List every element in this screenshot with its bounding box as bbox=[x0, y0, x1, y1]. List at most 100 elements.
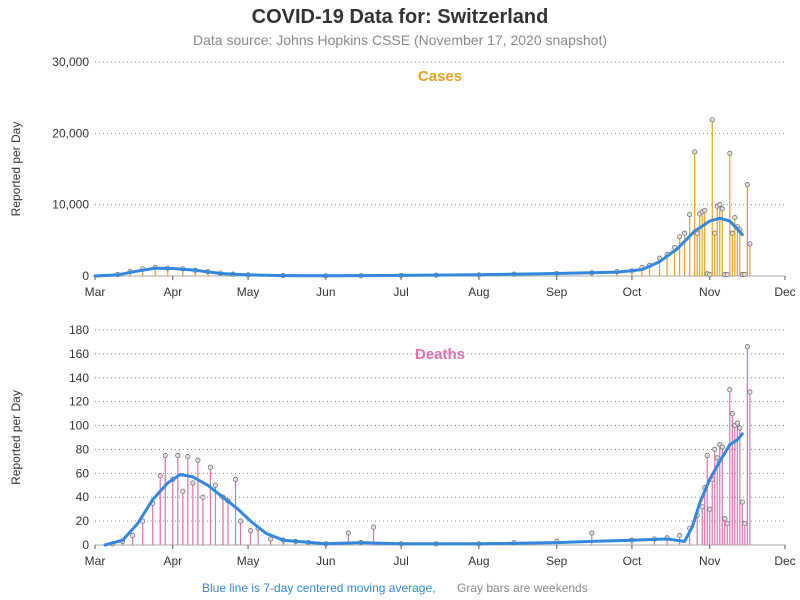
deaths-ytick-label: 40 bbox=[76, 490, 90, 504]
deaths-daily-point bbox=[130, 532, 136, 538]
deaths-daily-point bbox=[237, 518, 244, 524]
cases-daily-point bbox=[687, 212, 693, 218]
deaths-daily-point bbox=[727, 387, 733, 393]
cases-daily-point bbox=[682, 230, 688, 236]
deaths-ytick-label: 80 bbox=[76, 442, 90, 456]
deaths-daily-point bbox=[589, 530, 595, 536]
deaths-daily-point bbox=[742, 520, 748, 527]
deaths-daily-point bbox=[200, 494, 206, 500]
cases-ytick-label: 30,000 bbox=[52, 55, 89, 69]
deaths-daily-point bbox=[162, 452, 168, 458]
cases-xtick-label: Nov bbox=[699, 285, 720, 299]
deaths-ytick-label: 60 bbox=[76, 466, 90, 480]
deaths-daily-point bbox=[719, 444, 725, 450]
cases-xtick-label: Jun bbox=[316, 285, 335, 299]
deaths-daily-point bbox=[190, 480, 196, 486]
deaths-xtick-label: Jun bbox=[316, 554, 335, 568]
deaths-panel: 0 20 40 60 80 100 120 140 160 180 Mar Apr May Jun Jul A… bbox=[9, 323, 796, 568]
deaths-ylabel: Reported per Day bbox=[9, 390, 23, 485]
deaths-xtick-label: Sep bbox=[546, 554, 568, 568]
cases-xtick-label: Oct bbox=[623, 285, 642, 299]
deaths-xtick-label: Nov bbox=[699, 554, 720, 568]
cases-daily-point bbox=[727, 150, 733, 156]
cases-daily-point bbox=[742, 272, 748, 278]
cases-daily-point bbox=[712, 230, 718, 236]
footnote-average-text: Blue line is 7-day centered moving avera… bbox=[202, 581, 435, 595]
cases-xtick-label: Aug bbox=[468, 285, 489, 299]
cases-daily-point bbox=[724, 272, 730, 278]
deaths-xtick-label: Aug bbox=[468, 554, 489, 568]
deaths-daily-point bbox=[370, 524, 377, 530]
deaths-daily-point bbox=[248, 528, 254, 534]
cases-daily-point bbox=[702, 207, 708, 213]
deaths-daily-point bbox=[722, 516, 728, 522]
cases-moving-average-line bbox=[93, 216, 744, 278]
deaths-daily-point bbox=[747, 389, 753, 395]
cases-xtick-label: Dec bbox=[774, 285, 795, 299]
cases-ylabel: Reported per Day bbox=[9, 122, 23, 217]
deaths-daily-point bbox=[175, 452, 181, 458]
deaths-daily-point bbox=[734, 420, 740, 426]
footnote-weekend-text: Gray bars are weekends bbox=[457, 581, 588, 595]
deaths-daily-point bbox=[180, 488, 186, 494]
deaths-daily-point bbox=[729, 411, 735, 417]
chart-subtitle: Data source: Johns Hopkins CSSE (Novembe… bbox=[193, 32, 607, 48]
cases-xtick-label: Mar bbox=[85, 285, 106, 299]
cases-ytick-label: 20,000 bbox=[52, 126, 89, 140]
deaths-daily-point bbox=[739, 499, 745, 505]
deaths-panel-title: Deaths bbox=[415, 346, 465, 363]
deaths-daily-point bbox=[724, 520, 730, 527]
cases-daily-point bbox=[707, 272, 713, 278]
deaths-daily-point bbox=[185, 454, 191, 460]
deaths-daily-point bbox=[737, 425, 743, 431]
cases-ytick-label: 10,000 bbox=[52, 198, 89, 212]
deaths-daily-point bbox=[714, 455, 720, 461]
deaths-daily-point bbox=[157, 473, 163, 479]
deaths-xtick-label: Oct bbox=[623, 554, 642, 568]
cases-xtick-label: Jul bbox=[393, 285, 408, 299]
deaths-xtick-label: Apr bbox=[163, 554, 182, 568]
deaths-ytick-label: 180 bbox=[69, 323, 89, 337]
cases-daily-point bbox=[709, 117, 715, 123]
deaths-daily-point bbox=[699, 504, 705, 510]
cases-xtick-label: May bbox=[237, 285, 260, 299]
deaths-daily-point bbox=[268, 536, 274, 542]
deaths-ytick-label: 140 bbox=[69, 371, 89, 385]
deaths-xtick-label: May bbox=[237, 554, 260, 568]
deaths-daily-point bbox=[345, 530, 351, 536]
chart-title: COVID-19 Data for: Switzerland bbox=[252, 6, 549, 28]
deaths-ytick-label: 20 bbox=[76, 514, 90, 528]
deaths-daily-point bbox=[744, 344, 750, 350]
deaths-ytick-label: 0 bbox=[82, 538, 89, 552]
deaths-daily-point bbox=[232, 476, 239, 482]
deaths-ytick-label: 160 bbox=[69, 347, 89, 361]
cases-daily-point bbox=[729, 230, 735, 236]
cases-daily-point bbox=[744, 182, 750, 188]
deaths-daily-point bbox=[704, 452, 710, 458]
deaths-xtick-label: Dec bbox=[774, 554, 795, 568]
cases-daily-point bbox=[747, 241, 753, 247]
deaths-ytick-label: 120 bbox=[69, 395, 89, 409]
deaths-daily-point bbox=[212, 482, 218, 488]
cases-daily-point bbox=[719, 206, 725, 212]
cases-daily-point bbox=[677, 234, 683, 240]
deaths-ytick-label: 100 bbox=[69, 419, 89, 433]
cases-panel-title: Cases bbox=[418, 68, 462, 85]
deaths-daily-point bbox=[195, 457, 201, 463]
cases-xtick-label: Apr bbox=[163, 285, 182, 299]
cases-panel: 0 10,000 20,000 30,000 Mar Apr May Jun Jul Aug Sep… bbox=[9, 55, 796, 299]
deaths-daily-point bbox=[707, 506, 713, 512]
cases-daily-point bbox=[717, 202, 723, 208]
footnote: Blue line is 7-day centered moving avera… bbox=[202, 581, 588, 595]
cases-daily-point bbox=[732, 214, 738, 221]
cases-xtick-label: Sep bbox=[546, 285, 568, 299]
deaths-daily-point bbox=[207, 464, 213, 470]
deaths-xtick-label: Jul bbox=[393, 554, 408, 568]
deaths-daily-point bbox=[712, 446, 718, 452]
cases-daily-point bbox=[692, 149, 698, 155]
deaths-xtick-label: Mar bbox=[85, 554, 106, 568]
deaths-moving-average-line bbox=[103, 432, 744, 547]
deaths-daily-point bbox=[677, 532, 683, 538]
cases-ytick-label: 0 bbox=[82, 269, 89, 283]
